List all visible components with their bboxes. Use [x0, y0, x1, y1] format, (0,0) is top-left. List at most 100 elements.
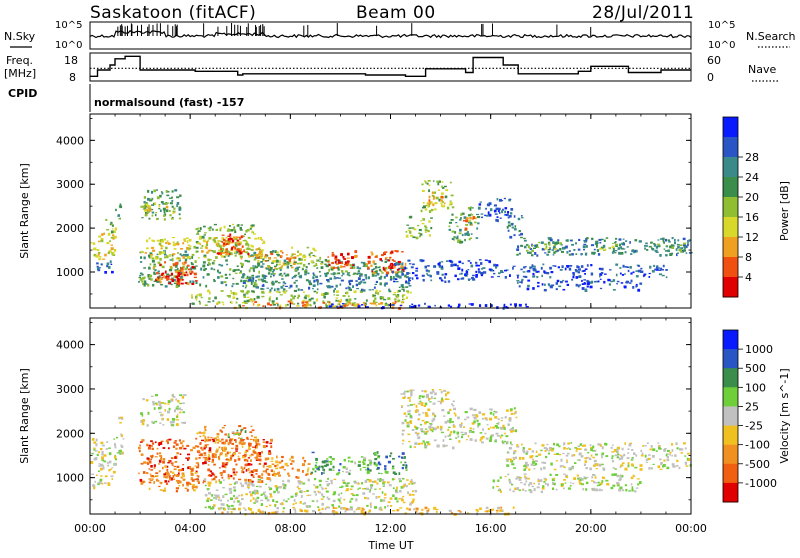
echo-cell: [208, 484, 211, 487]
echo-cell: [522, 449, 525, 452]
echo-cell: [208, 438, 212, 442]
echo-cell: [221, 234, 225, 236]
echo-cell: [308, 282, 313, 286]
echo-cell: [513, 412, 517, 414]
echo-cell: [312, 510, 315, 513]
echo-cell: [619, 246, 622, 249]
echo-cell: [471, 422, 475, 425]
echo-cell: [112, 254, 116, 256]
echo-cell: [221, 462, 225, 465]
echo-cell: [268, 290, 272, 294]
echo-cell: [432, 417, 436, 421]
echo-cell: [160, 247, 163, 249]
echo-cell: [404, 274, 407, 278]
echo-cell: [115, 208, 117, 212]
colorbar-swatch: [723, 444, 738, 465]
echo-cell: [257, 443, 261, 446]
echo-cell: [507, 473, 510, 476]
echo-cell: [431, 426, 434, 429]
echo-cell: [474, 221, 477, 224]
echo-cell: [160, 402, 164, 404]
echo-cell: [229, 268, 232, 271]
echo-cell: [105, 448, 109, 450]
echo-cell: [154, 441, 157, 444]
echo-cell: [245, 284, 248, 288]
echo-cell: [530, 266, 533, 269]
echo-cell: [245, 277, 249, 279]
echo-cell: [610, 280, 614, 283]
echo-cell: [237, 500, 240, 503]
echo-cell: [451, 403, 453, 405]
echo-cell: [371, 252, 374, 256]
echo-cell: [430, 423, 433, 426]
echo-cell: [567, 447, 570, 449]
echo-cell: [242, 276, 245, 279]
echo-cell: [240, 290, 243, 293]
echo-cell: [403, 412, 407, 415]
echo-cell: [241, 302, 245, 304]
echo-cell: [168, 438, 172, 441]
echo-cell: [494, 416, 498, 419]
echo-cell: [372, 299, 376, 303]
echo-cell: [251, 274, 255, 277]
echo-cell: [548, 449, 551, 452]
echo-cell: [661, 237, 665, 241]
echo-cell: [389, 455, 392, 458]
echo-cell: [630, 483, 633, 486]
echo-cell: [221, 511, 224, 515]
echo-cell: [600, 267, 604, 271]
echo-cell: [271, 280, 274, 284]
echo-cell: [507, 458, 511, 460]
echo-cell: [200, 432, 204, 434]
echo-cell: [362, 289, 366, 292]
echo-cell: [434, 304, 436, 307]
echo-cell: [417, 436, 421, 440]
echo-cell: [243, 459, 246, 462]
echo-cell: [287, 300, 291, 303]
echo-cell: [250, 459, 252, 462]
echo-cell: [440, 390, 443, 394]
echo-cell: [456, 225, 459, 228]
echo-cell: [436, 444, 440, 448]
echo-cell: [380, 270, 383, 273]
echo-cell: [143, 267, 146, 269]
echo-cell: [324, 460, 327, 463]
echo-cell: [188, 270, 191, 274]
echo-cell: [97, 269, 101, 272]
echo-cell: [611, 245, 615, 248]
echo-cell: [490, 276, 494, 278]
echo-cell: [250, 281, 253, 285]
echo-cell: [268, 257, 271, 260]
echo-cell: [296, 486, 299, 489]
echo-cell: [450, 264, 453, 267]
echo-cell: [576, 474, 579, 477]
echo-cell: [646, 442, 649, 444]
echo-cell: [242, 456, 245, 459]
echo-cell: [348, 274, 351, 277]
echo-cell: [177, 413, 179, 416]
echo-cell: [392, 494, 395, 497]
echo-cell: [261, 451, 263, 454]
echo-cell: [506, 440, 509, 444]
freq-line: [90, 55, 691, 78]
echo-cell: [267, 477, 271, 481]
echo-cell: [238, 452, 241, 454]
echo-cell: [245, 449, 249, 452]
echo-cell: [408, 263, 412, 265]
echo-cell: [457, 510, 461, 512]
echo-cell: [364, 274, 367, 277]
colorbar-swatch: [723, 257, 738, 278]
echo-cell: [479, 507, 482, 510]
echo-cell: [232, 477, 235, 480]
echo-cell: [259, 237, 262, 240]
echo-cell: [326, 496, 329, 499]
echo-cell: [181, 278, 184, 281]
echo-cell: [567, 487, 571, 490]
echo-cell: [168, 459, 171, 462]
echo-cell: [221, 237, 225, 240]
echo-cell: [395, 273, 398, 275]
echo-cell: [176, 196, 180, 199]
echo-cell: [377, 455, 380, 459]
echo-cell: [525, 452, 528, 455]
echo-cell: [325, 264, 328, 267]
